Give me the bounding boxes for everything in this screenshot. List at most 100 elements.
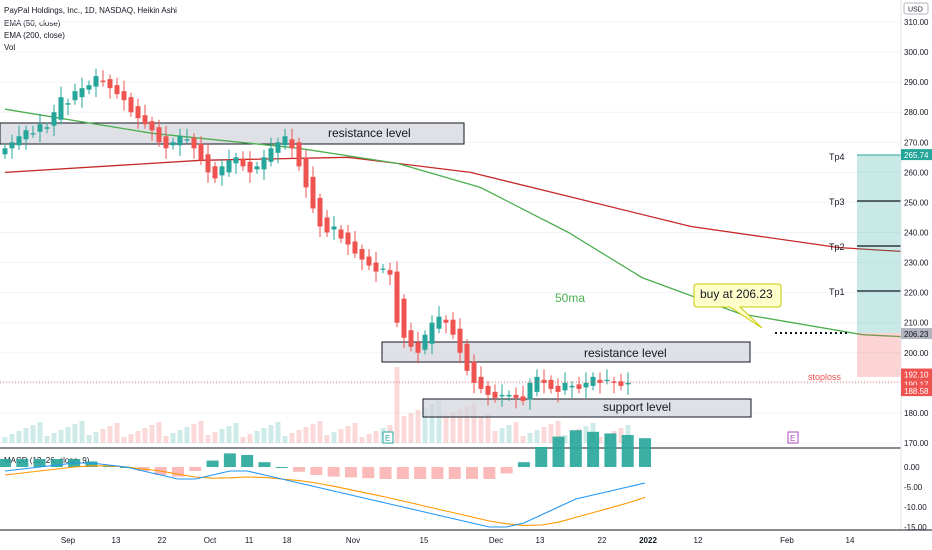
resistance-box-upper[interactable] bbox=[0, 122, 465, 145]
macd-histogram-bar bbox=[362, 467, 375, 479]
volume-bar bbox=[254, 431, 260, 443]
price-axis-bg[interactable] bbox=[901, 0, 932, 550]
macd-histogram-bar bbox=[569, 430, 582, 467]
price-tag-entry bbox=[901, 328, 932, 340]
volume-bar bbox=[310, 424, 316, 443]
volume-bar bbox=[79, 421, 85, 443]
ema200-line bbox=[4, 156, 932, 254]
buy-callout-text: buy at 206.23 bbox=[700, 287, 773, 301]
volume-bar bbox=[268, 425, 274, 443]
ema200-path bbox=[4, 156, 932, 254]
candle-body bbox=[576, 384, 582, 389]
time-tick-label: 22 bbox=[598, 536, 607, 545]
price-tick-label: 290.00 bbox=[904, 78, 929, 87]
macd-legend[interactable]: MACD (12, 26, close, 9) bbox=[4, 456, 90, 465]
candle-body bbox=[30, 133, 36, 135]
volume-bar bbox=[464, 406, 470, 443]
volume-bar bbox=[534, 430, 540, 443]
target-zone[interactable] bbox=[857, 155, 901, 333]
volume-bar bbox=[149, 425, 155, 443]
volume-bar bbox=[373, 431, 379, 443]
volume-bar bbox=[352, 423, 358, 443]
candle-body bbox=[303, 157, 309, 188]
macd-histogram-bar bbox=[396, 467, 409, 479]
volume-bar bbox=[170, 433, 176, 443]
volume-bar bbox=[51, 433, 57, 443]
buy-callout[interactable] bbox=[693, 283, 782, 329]
candles bbox=[2, 68, 631, 410]
price-tag-stop bbox=[901, 385, 932, 397]
price-tag-last bbox=[901, 368, 932, 380]
volume-bar bbox=[555, 421, 561, 443]
tp2-label: Tp2 bbox=[829, 242, 845, 252]
volume-bar bbox=[450, 412, 456, 443]
candle-body bbox=[597, 379, 603, 383]
volume-bar bbox=[177, 430, 183, 443]
candle-body bbox=[142, 115, 148, 125]
macd-histogram-bar bbox=[587, 431, 600, 467]
ema200-legend[interactable]: EMA (200, close) bbox=[4, 31, 65, 40]
macd-lines bbox=[4, 462, 646, 528]
candle-body bbox=[100, 80, 106, 83]
candle-body bbox=[23, 130, 29, 140]
volume-bar bbox=[205, 435, 211, 443]
candle-body bbox=[373, 262, 379, 272]
volume-bar bbox=[366, 434, 372, 443]
candle-body bbox=[359, 249, 365, 260]
time-tick-label: 14 bbox=[846, 536, 855, 545]
ema50-legend[interactable]: EMA (50, close) bbox=[4, 19, 61, 28]
macd-histogram-bar bbox=[621, 435, 634, 467]
macd-tick-label: 0.00 bbox=[904, 463, 920, 472]
volume-legend[interactable]: Vol bbox=[4, 43, 16, 52]
time-axis-labels: Sep 13 22 Oct 11 18 Nov 15 Dec 13 22 2022 12 Feb 14 bbox=[61, 536, 855, 545]
earnings-event-icon[interactable] bbox=[382, 431, 394, 444]
time-tick-label: 22 bbox=[158, 536, 167, 545]
symbol-title[interactable]: PayPal Holdings, Inc., 1D, NASDAQ, Heiki… bbox=[4, 6, 177, 15]
volume-bar bbox=[443, 415, 449, 443]
macd-histogram-bar bbox=[500, 467, 513, 474]
support-box[interactable] bbox=[422, 398, 752, 418]
volume-bar bbox=[506, 425, 512, 443]
price-tick-label: 280.00 bbox=[904, 108, 929, 117]
volume-bar bbox=[499, 428, 505, 443]
candle-body bbox=[401, 298, 407, 338]
price-tag-label: 206.23 bbox=[904, 330, 929, 339]
candle-body bbox=[331, 226, 337, 230]
macd-tick-label: -5.00 bbox=[904, 483, 923, 492]
time-tick-label: Dec bbox=[489, 536, 503, 545]
volume-bar bbox=[541, 427, 547, 443]
earnings-event-icon[interactable] bbox=[787, 431, 799, 444]
macd-histogram-bar bbox=[379, 467, 392, 479]
candle-body bbox=[387, 270, 393, 275]
volume-bar bbox=[436, 401, 442, 443]
stop-zone[interactable] bbox=[857, 333, 901, 377]
volume-bar bbox=[23, 428, 29, 443]
volume-bar bbox=[527, 433, 533, 443]
resistance-box-lower[interactable] bbox=[381, 341, 751, 363]
volume-bar bbox=[513, 422, 519, 443]
candle-body bbox=[191, 137, 197, 149]
volume-bar bbox=[240, 437, 246, 443]
candle-body bbox=[275, 142, 281, 153]
macd-histogram-bar bbox=[344, 467, 357, 478]
macd-histogram-bar bbox=[275, 467, 288, 468]
price-tag-label: 188.58 bbox=[904, 387, 929, 396]
macd-histogram-bar bbox=[293, 467, 306, 472]
volume-bar bbox=[128, 434, 134, 443]
price-tag-close bbox=[901, 378, 932, 390]
candle-body bbox=[541, 379, 547, 383]
candle-body bbox=[492, 391, 498, 398]
volume-bar bbox=[121, 437, 127, 443]
macd-histogram-bar bbox=[535, 447, 548, 467]
candle-body bbox=[128, 97, 134, 113]
candle-body bbox=[506, 394, 512, 397]
candle-body bbox=[72, 91, 78, 101]
macd-histogram-bar bbox=[85, 461, 98, 467]
candle-body bbox=[408, 330, 414, 347]
candle-body bbox=[450, 319, 456, 335]
candle-body bbox=[79, 88, 85, 98]
volume-bar bbox=[93, 432, 99, 443]
price-tick-label: 180.00 bbox=[904, 409, 929, 418]
currency-badge[interactable] bbox=[903, 2, 929, 15]
